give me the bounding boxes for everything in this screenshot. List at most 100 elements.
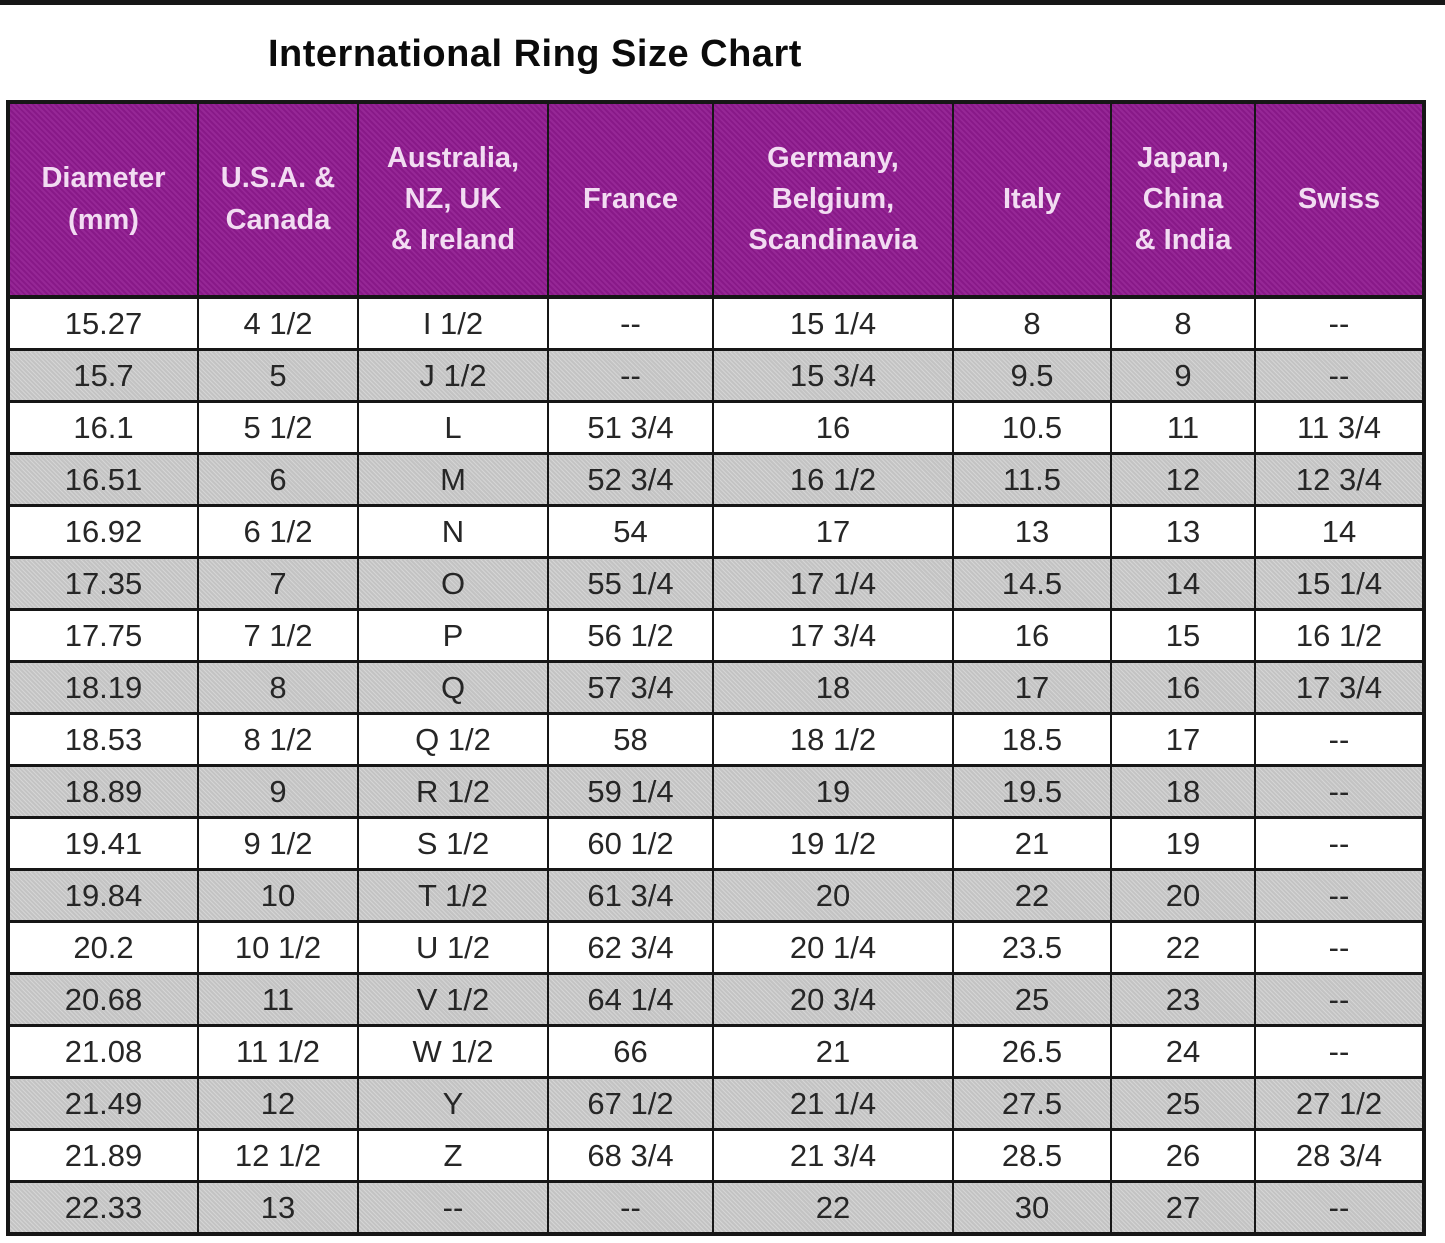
table-cell: 15 3/4 [712, 348, 954, 403]
table-cell: W 1/2 [357, 1024, 549, 1079]
column-header: Germany, Belgium, Scandinavia [712, 100, 954, 299]
table-row: 20.2 10 1/2 U 1/2 62 3/4 20 1/4 23.5 22 -- [7, 920, 1425, 975]
column-header: U.S.A. & Canada [197, 100, 359, 299]
table-cell: 17 3/4 [712, 608, 954, 663]
table-cell: -- [1254, 712, 1425, 767]
table-cell: 23 [1110, 972, 1256, 1027]
table-cell: Y [357, 1076, 549, 1131]
table-row: 19.84 10 T 1/2 61 3/4 20 22 20 -- [7, 868, 1425, 923]
table-cell: 16.1 [7, 400, 199, 455]
table-cell: 21 [712, 1024, 954, 1079]
table-cell: 17 3/4 [1254, 660, 1425, 715]
table-cell: 16 [952, 608, 1112, 663]
table-cell: -- [547, 348, 714, 403]
table-cell: 21.49 [7, 1076, 199, 1131]
table-cell: 18 [1110, 764, 1256, 819]
table-cell: Q 1/2 [357, 712, 549, 767]
table-cell: 57 3/4 [547, 660, 714, 715]
table-cell: 23.5 [952, 920, 1112, 975]
column-header: France [547, 100, 714, 299]
table-cell: 12 [1110, 452, 1256, 507]
table-cell: 8 [952, 295, 1112, 351]
table-cell: U 1/2 [357, 920, 549, 975]
ring-size-table: Diameter (mm) U.S.A. & Canada Australia, N… [6, 100, 1426, 1236]
table-cell: O [357, 556, 549, 611]
table-cell: 8 [1110, 295, 1256, 351]
table-cell: 17 [1110, 712, 1256, 767]
table-cell: 24 [1110, 1024, 1256, 1079]
table-cell: 64 1/4 [547, 972, 714, 1027]
table-cell: 11.5 [952, 452, 1112, 507]
table-row: 15.27 4 1/2 I 1/2 -- 15 1/4 8 8 -- [7, 295, 1425, 351]
table-cell: 16 [712, 400, 954, 455]
table-cell: P [357, 608, 549, 663]
table-cell: 11 1/2 [197, 1024, 359, 1079]
table-cell: 16 [1110, 660, 1256, 715]
table-cell: 22 [952, 868, 1112, 923]
table-cell: 17.35 [7, 556, 199, 611]
table-cell: 16.92 [7, 504, 199, 559]
table-cell: 15 1/4 [712, 295, 954, 351]
table-cell: 30 [952, 1180, 1112, 1236]
table-cell: 67 1/2 [547, 1076, 714, 1131]
table-cell: 10 1/2 [197, 920, 359, 975]
table-cell: R 1/2 [357, 764, 549, 819]
table-cell: 61 3/4 [547, 868, 714, 923]
table-cell: 11 [1110, 400, 1256, 455]
column-header: Swiss [1254, 100, 1425, 299]
column-header: Diameter (mm) [7, 100, 199, 299]
table-cell: 15.27 [7, 295, 199, 351]
table-cell: 10 [197, 868, 359, 923]
table-cell: 27 1/2 [1254, 1076, 1425, 1131]
table-row: 21.89 12 1/2 Z 68 3/4 21 3/4 28.5 26 28 3/4 [7, 1128, 1425, 1183]
table-cell: -- [357, 1180, 549, 1236]
table-cell: 21.08 [7, 1024, 199, 1079]
table-cell: 55 1/4 [547, 556, 714, 611]
table-row: 21.49 12 Y 67 1/2 21 1/4 27.5 25 27 1/2 [7, 1076, 1425, 1131]
table-cell: 19.41 [7, 816, 199, 871]
table-cell: 19 [1110, 816, 1256, 871]
table-cell: 20 1/4 [712, 920, 954, 975]
table-cell: 16 1/2 [712, 452, 954, 507]
table-cell: 4 1/2 [197, 295, 359, 351]
table-cell: 17.75 [7, 608, 199, 663]
table-cell: 15 1/4 [1254, 556, 1425, 611]
table-cell: 18.89 [7, 764, 199, 819]
table-cell: J 1/2 [357, 348, 549, 403]
table-cell: S 1/2 [357, 816, 549, 871]
table-cell: Z [357, 1128, 549, 1183]
table-cell: 13 [952, 504, 1112, 559]
page-title: International Ring Size Chart [268, 33, 802, 76]
table-cell: V 1/2 [357, 972, 549, 1027]
table-row: 18.89 9 R 1/2 59 1/4 19 19.5 18 -- [7, 764, 1425, 819]
table-row: 17.75 7 1/2 P 56 1/2 17 3/4 16 15 16 1/2 [7, 608, 1425, 663]
table-cell: 22 [712, 1180, 954, 1236]
table-cell: 13 [197, 1180, 359, 1236]
table-cell: 56 1/2 [547, 608, 714, 663]
table-cell: 18.19 [7, 660, 199, 715]
table-cell: 8 [197, 660, 359, 715]
table-cell: 18.5 [952, 712, 1112, 767]
table-cell: -- [1254, 1024, 1425, 1079]
table-cell: -- [1254, 764, 1425, 819]
table-cell: 22.33 [7, 1180, 199, 1236]
table-cell: 19.84 [7, 868, 199, 923]
table-cell: 7 1/2 [197, 608, 359, 663]
table-cell: -- [1254, 920, 1425, 975]
table-cell: 20 [1110, 868, 1256, 923]
table-cell: 14 [1254, 504, 1425, 559]
table-cell: -- [1254, 972, 1425, 1027]
table-cell: -- [1254, 868, 1425, 923]
table-row: 16.51 6 M 52 3/4 16 1/2 11.5 12 12 3/4 [7, 452, 1425, 507]
table-cell: 28.5 [952, 1128, 1112, 1183]
table-cell: -- [547, 1180, 714, 1236]
table-cell: -- [1254, 295, 1425, 351]
table-cell: 25 [1110, 1076, 1256, 1131]
table-cell: 66 [547, 1024, 714, 1079]
table-cell: 12 1/2 [197, 1128, 359, 1183]
header-row: Diameter (mm) U.S.A. & Canada Australia, N… [7, 100, 1425, 299]
table-cell: 68 3/4 [547, 1128, 714, 1183]
table-cell: 15.7 [7, 348, 199, 403]
table-cell: 21 [952, 816, 1112, 871]
table-row: 21.08 11 1/2 W 1/2 66 21 26.5 24 -- [7, 1024, 1425, 1079]
